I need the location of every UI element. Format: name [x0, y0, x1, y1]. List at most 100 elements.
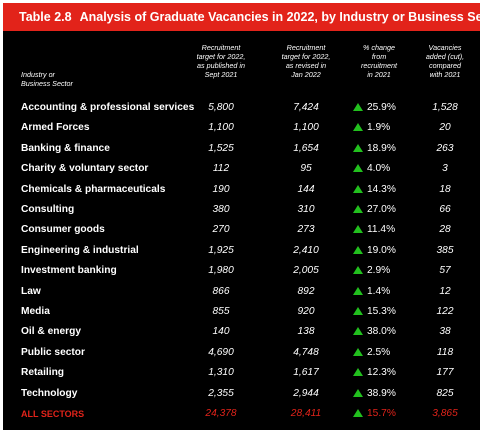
table-number: Table 2.8 [19, 10, 72, 24]
target-jan-cell: 95 [300, 163, 312, 175]
target-sept-cell: 1,310 [208, 367, 234, 379]
added-cell: 20 [439, 122, 451, 134]
sector-cell: Armed Forces [21, 122, 90, 134]
added-cell: 66 [439, 204, 451, 215]
target-jan-cell: 28,411 [290, 408, 322, 419]
sector-cell: Retailing [21, 367, 65, 379]
table-row: Accounting & professional services 5,800 7… [3, 99, 480, 119]
target-jan-cell: 273 [297, 224, 315, 236]
up-triangle-icon [353, 164, 363, 173]
change-value: 1.4% [367, 285, 391, 297]
added-cell: 28 [439, 224, 451, 236]
table-row: Retailing 1,310 1,617 12.3% 177 [3, 364, 480, 384]
table-row: Oil & energy 140 138 38.0% 38 [3, 323, 480, 343]
header-line: with 2021 [429, 70, 461, 79]
target-sept-cell: 140 [212, 326, 230, 338]
header-line: recruitment [361, 61, 397, 70]
added-cell: 57 [439, 265, 451, 277]
change-cell: 15.3% [353, 306, 396, 317]
target-sept-cell: 866 [212, 285, 230, 297]
target-jan-cell: 920 [297, 306, 315, 317]
header-line: target for 2022, [281, 52, 331, 61]
target-sept-cell: 4,690 [208, 346, 234, 358]
up-triangle-icon [353, 388, 363, 397]
change-value: 27.0% [367, 204, 396, 215]
sector-cell: ALL SECTORS [21, 409, 85, 419]
change-value: 18.9% [367, 142, 396, 154]
sector-cell: Banking & finance [21, 142, 110, 154]
sector-cell: Investment banking [21, 265, 117, 277]
target-jan-cell: 2,944 [293, 387, 319, 399]
change-cell: 15.7% [353, 408, 396, 419]
header-line: compared [429, 61, 461, 70]
up-triangle-icon [353, 347, 363, 356]
target-sept-cell: 855 [212, 306, 230, 317]
header-line: Recruitment [286, 43, 326, 52]
up-triangle-icon [353, 245, 363, 254]
change-value: 2.5% [367, 346, 391, 358]
target-jan-cell: 4,748 [293, 346, 319, 358]
target-jan-cell: 1,654 [293, 142, 319, 154]
target-sept-cell: 380 [212, 204, 230, 215]
target-sept-cell: 190 [212, 183, 230, 195]
change-cell: 2.9% [353, 265, 390, 276]
header-target-sept: Recruitment target for 2022, as publishe… [181, 43, 261, 79]
header-line: Recruitment [201, 43, 241, 52]
added-cell: 3 [442, 163, 448, 175]
table-row: Consulting 380 310 27.0% 66 [3, 201, 480, 221]
up-triangle-icon [353, 409, 363, 417]
header-line: in 2021 [367, 70, 391, 79]
target-jan-cell: 138 [297, 326, 315, 338]
target-jan-cell: 2,410 [293, 244, 319, 256]
table-title: Analysis of Graduate Vacancies in 2022, … [79, 10, 483, 24]
target-sept-cell: 1,525 [208, 142, 234, 154]
table-container: Table 2.8 Analysis of Graduate Vacancies… [3, 3, 483, 430]
added-cell: 18 [439, 183, 451, 195]
up-triangle-icon [353, 205, 363, 213]
table-row: Public sector 4,690 4,748 2.5% 118 [3, 344, 480, 364]
header-line: % change [363, 43, 395, 52]
change-cell: 25.9% [353, 102, 396, 113]
added-cell: 118 [436, 346, 454, 358]
header-line: as revised in [285, 61, 327, 70]
change-cell: 27.0% [353, 204, 396, 215]
sector-cell: Consumer goods [21, 224, 105, 236]
target-jan-cell: 2,005 [293, 265, 319, 277]
change-value: 11.4% [367, 224, 396, 236]
change-value: 2.9% [367, 265, 391, 277]
up-triangle-icon [353, 123, 363, 132]
table-row: Armed Forces 1,100 1,100 1.9% 20 [3, 119, 480, 139]
table-row: Media 855 920 15.3% 122 [3, 303, 480, 323]
target-sept-cell: 1,100 [208, 122, 234, 134]
change-cell: 19.0% [353, 245, 396, 256]
added-cell: 1,528 [432, 102, 458, 113]
sector-cell: Oil & energy [21, 326, 82, 338]
table-row: Law 866 892 1.4% 12 [3, 283, 480, 303]
up-triangle-icon [353, 266, 363, 275]
table-title-bar: Table 2.8 Analysis of Graduate Vacancies… [3, 3, 483, 31]
added-cell: 3,865 [432, 408, 458, 419]
header-line: Vacancies [428, 43, 462, 52]
table-row: Charity & voluntary sector 112 95 4.0% 3 [3, 160, 480, 180]
added-cell: 263 [436, 142, 454, 154]
target-jan-cell: 310 [297, 204, 315, 215]
change-cell: 14.3% [353, 184, 396, 195]
change-cell: 12.3% [353, 367, 396, 378]
sector-cell: Chemicals & pharmaceuticals [21, 183, 166, 195]
added-cell: 825 [436, 387, 454, 399]
change-cell: 38.0% [353, 326, 396, 337]
target-jan-cell: 7,424 [293, 102, 319, 113]
up-triangle-icon [353, 143, 363, 152]
target-sept-cell: 1,925 [208, 244, 234, 256]
sector-cell: Technology [21, 387, 78, 399]
added-cell: 38 [439, 326, 451, 338]
header-line: Jan 2022 [291, 70, 321, 79]
change-cell: 1.9% [353, 122, 390, 133]
sector-cell: Accounting & professional services [21, 102, 195, 113]
header-sector-line: Business Sector [21, 79, 73, 88]
target-sept-cell: 24,378 [205, 408, 237, 419]
header-line: from [371, 52, 387, 61]
header-sector-line: Industry or [21, 70, 55, 79]
header-change: % change from recruitment in 2021 [344, 43, 414, 79]
table-row: Chemicals & pharmaceuticals 190 144 14.3% 18 [3, 181, 480, 201]
